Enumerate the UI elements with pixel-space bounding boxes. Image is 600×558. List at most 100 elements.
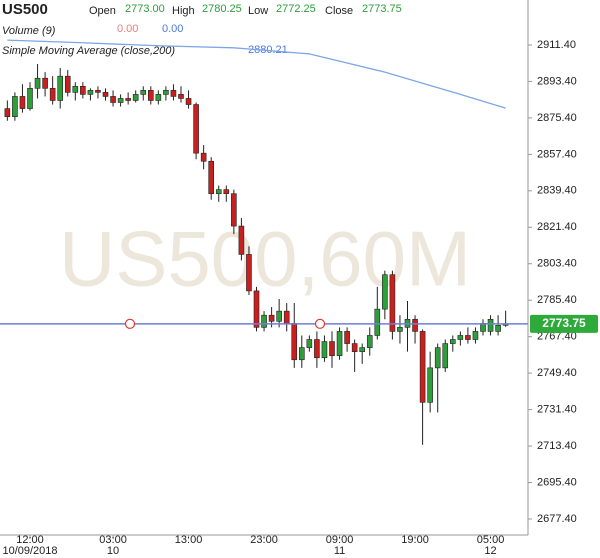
candle-body <box>389 274 396 332</box>
x-tick-label: 05:00 <box>477 534 505 546</box>
sma-label: Simple Moving Average (close,200) <box>2 45 175 57</box>
y-tick-label: 2821.40 <box>537 221 577 233</box>
y-tick-label: 2875.40 <box>537 112 577 124</box>
candle-body <box>185 98 192 105</box>
y-tick-label: 2695.40 <box>537 476 577 488</box>
candle-body <box>140 90 147 95</box>
candle-body <box>215 189 222 194</box>
candle-body <box>276 310 282 322</box>
candle-body <box>359 347 366 352</box>
y-tick-label: 2749.40 <box>537 367 577 379</box>
close-label: Close <box>325 5 353 17</box>
candle-body <box>80 85 86 95</box>
price-tag-label: 2773.75 <box>542 316 586 330</box>
candle-body <box>163 90 169 95</box>
y-tick-label: 2785.40 <box>537 294 577 306</box>
candle-body <box>27 88 33 109</box>
x-date-label: 11 <box>334 545 345 557</box>
candle-body <box>57 75 64 101</box>
y-tick-label: 2911.40 <box>537 39 576 51</box>
candle-body <box>268 314 275 322</box>
candle-body <box>457 335 464 340</box>
candle-body <box>238 225 245 255</box>
low-value: 2772.25 <box>276 3 316 15</box>
volume-label: Volume (9) <box>2 25 56 37</box>
x-tick-label: 13:00 <box>175 534 203 546</box>
open-label: Open <box>89 5 116 17</box>
candle-body <box>155 94 162 101</box>
candle-body <box>223 189 230 194</box>
candle-body <box>442 343 449 369</box>
candle-body <box>12 96 18 117</box>
candle-body <box>382 274 388 310</box>
alert-marker <box>314 318 326 329</box>
candle-body <box>412 318 418 332</box>
y-tick-label: 2893.40 <box>537 75 577 87</box>
candle-body <box>34 77 41 89</box>
candle-body <box>374 308 381 336</box>
y-tick-label: 2677.40 <box>537 513 577 525</box>
volume-value: 0.00 <box>162 23 183 35</box>
candle-body <box>291 323 298 361</box>
candle-body <box>208 160 214 194</box>
high-label: High <box>172 5 195 17</box>
candle-body <box>19 96 26 109</box>
x-date-label: 10/09/2018 <box>2 545 57 557</box>
candle-body <box>336 331 343 357</box>
candle-body <box>148 90 154 101</box>
candle-body <box>487 318 494 332</box>
candle-body <box>64 75 71 93</box>
candle-body <box>72 85 79 93</box>
candle-body <box>110 96 116 103</box>
candle-body <box>200 152 207 162</box>
y-tick-label: 2803.40 <box>537 258 577 270</box>
open-value: 2773.00 <box>125 3 165 15</box>
candle-body <box>246 254 252 292</box>
x-date-label: 12 <box>484 545 496 557</box>
symbol: US500 <box>2 1 48 18</box>
high-value: 2780.25 <box>202 3 242 15</box>
candle-body <box>449 339 456 344</box>
candle-body <box>95 90 101 93</box>
candle-body <box>102 92 109 97</box>
candle-body <box>427 367 433 403</box>
y-tick-label: 2767.40 <box>537 331 577 343</box>
alert-marker <box>124 318 136 329</box>
x-tick-label: 23:00 <box>250 534 278 546</box>
x-tick-label: 12:00 <box>16 534 44 546</box>
candle-body <box>314 339 320 359</box>
candle-body <box>125 98 131 101</box>
candle-body <box>495 325 501 332</box>
y-tick-label: 2839.40 <box>537 185 577 197</box>
candle-body <box>253 290 260 328</box>
y-tick-label: 2857.40 <box>537 148 577 160</box>
candle-body <box>351 343 358 352</box>
sma-line <box>7 39 506 109</box>
x-date-label: 10 <box>107 545 119 557</box>
watermark: US500,60M <box>59 215 471 303</box>
candle-body <box>178 94 184 99</box>
close-value: 2773.75 <box>362 3 402 15</box>
price-tag <box>530 314 598 333</box>
candle-body <box>366 335 373 348</box>
candle-body <box>298 347 305 361</box>
candle-body <box>42 77 48 89</box>
candle-body <box>193 104 199 154</box>
candle-body <box>344 331 350 344</box>
candle-body <box>261 314 267 328</box>
candle-body <box>321 341 328 359</box>
candle-body <box>397 327 403 332</box>
x-tick-label: 03:00 <box>99 534 127 546</box>
candle-body <box>434 347 441 369</box>
candle-body <box>231 193 237 227</box>
candle-body <box>4 108 11 117</box>
candle-body <box>117 98 124 103</box>
candle-body <box>87 90 94 95</box>
candle-body <box>306 339 313 348</box>
candle-body <box>465 335 471 340</box>
candle-body <box>472 331 479 340</box>
candle-body <box>49 88 56 101</box>
x-tick-label: 19:00 <box>401 534 429 546</box>
candle-body <box>283 310 290 324</box>
